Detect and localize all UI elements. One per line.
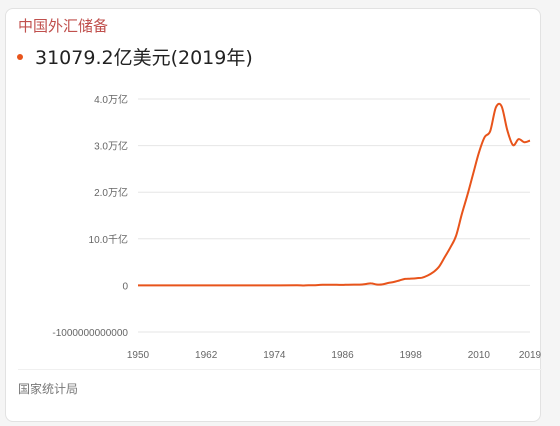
- y-tick-label: 3.0万亿: [94, 140, 128, 153]
- y-tick-label: 0: [122, 281, 128, 292]
- stat-card: [5, 8, 541, 422]
- divider: [18, 369, 542, 370]
- x-tick-label: 1998: [400, 350, 423, 361]
- bullet-dot-icon: [17, 53, 23, 60]
- headline: 31079.2亿美元(2019年): [17, 43, 253, 70]
- y-tick-label: -1000000000000: [52, 328, 128, 339]
- x-tick-label: 1950: [127, 350, 150, 361]
- x-tick-label: 2010: [468, 350, 491, 361]
- series-line: [138, 102, 531, 287]
- y-tick-label: 10.0千亿: [89, 233, 128, 246]
- x-tick-label: 1986: [331, 350, 354, 361]
- x-tick-label: 1974: [263, 350, 286, 361]
- latest-value: 31079.2亿美元(2019年): [35, 47, 253, 69]
- y-tick-label: 4.0万亿: [94, 93, 128, 106]
- card-title[interactable]: 中国外汇储备: [18, 17, 109, 35]
- source-label[interactable]: 国家统计局: [18, 382, 79, 396]
- x-tick-label: 1962: [195, 350, 218, 361]
- x-tick-label: 2019: [519, 350, 542, 361]
- y-tick-label: 2.0万亿: [94, 186, 128, 199]
